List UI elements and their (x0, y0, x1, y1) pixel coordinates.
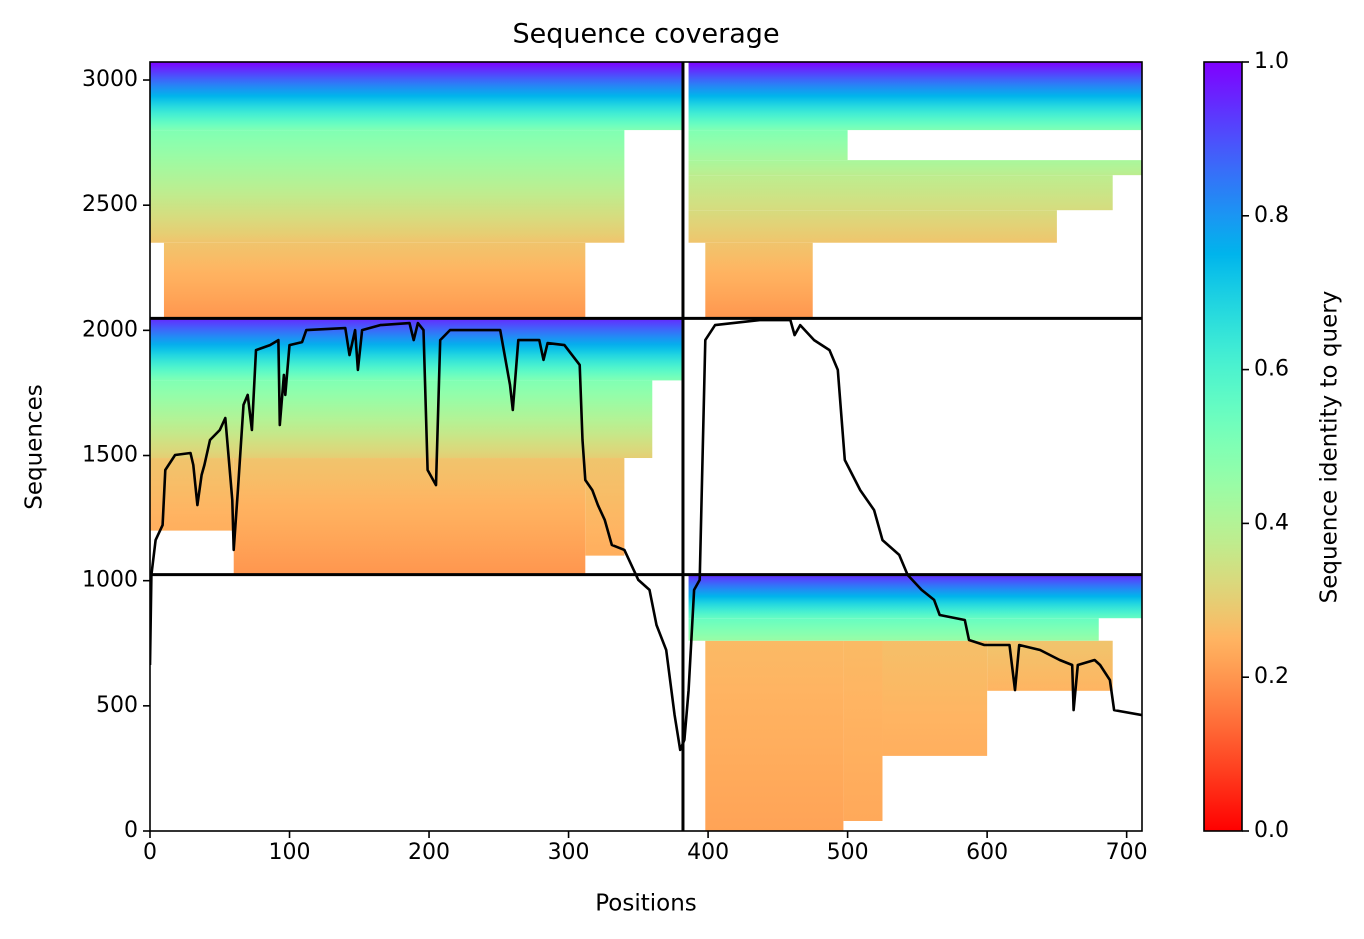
y-tick-label: 1500 (82, 443, 138, 468)
colorbar-tick-label: 0.6 (1254, 357, 1289, 382)
msa-block (843, 640, 883, 821)
y-tick-label: 1000 (82, 568, 138, 593)
msa-block (688, 160, 1142, 176)
msa-block (233, 458, 586, 575)
msa-block (882, 640, 988, 756)
colorbar-tick-label: 1.0 (1254, 49, 1289, 74)
y-axis-label: Sequences (22, 384, 48, 509)
msa-block (987, 640, 1113, 691)
msa-block (585, 458, 625, 556)
y-tick-label: 2500 (82, 192, 138, 217)
msa-block (150, 62, 683, 131)
colorbar-tick-label: 0.8 (1254, 203, 1289, 228)
x-tick-label: 300 (548, 840, 590, 865)
coverage-line (150, 318, 1142, 752)
msa-block (688, 210, 1057, 243)
x-tick-label: 500 (827, 840, 869, 865)
colorbar-label: Sequence identity to query (1317, 291, 1343, 604)
colorbar-tick-label: 0.2 (1254, 664, 1289, 689)
colorbar-tick-label: 0.4 (1254, 510, 1289, 535)
y-tick-label: 3000 (82, 67, 138, 92)
x-axis-label: Positions (595, 891, 697, 917)
colorbar-tick-label: 0.0 (1254, 818, 1289, 843)
msa-block (688, 130, 848, 161)
x-tick-label: 200 (408, 840, 450, 865)
y-tick-label: 0 (124, 818, 138, 843)
msa-block (688, 62, 1142, 131)
colorbar (1203, 61, 1243, 832)
msa-block (688, 175, 1113, 211)
axes: 0 100 200 300 400 500 600 700 0 500 1000 1500 2000 25… (82, 49, 1289, 865)
x-tick-label: 100 (269, 840, 311, 865)
y-tick-label: 500 (96, 693, 138, 718)
plot-frame (149, 61, 1143, 832)
overlay (150, 62, 1142, 831)
y-tick-label: 2000 (82, 317, 138, 342)
msa-block (163, 242, 586, 319)
x-tick-label: 600 (966, 840, 1008, 865)
msa-block (150, 380, 653, 459)
msa-block (688, 574, 1142, 619)
msa-block (705, 242, 813, 319)
x-tick-label: 400 (687, 840, 729, 865)
msa-block (150, 130, 625, 243)
x-tick-label: 0 (143, 840, 157, 865)
x-tick-label: 700 (1106, 840, 1148, 865)
heatmap (150, 62, 1142, 831)
msa-block (705, 640, 844, 831)
msa-block (688, 618, 1099, 641)
chart-title: Sequence coverage (512, 19, 779, 50)
